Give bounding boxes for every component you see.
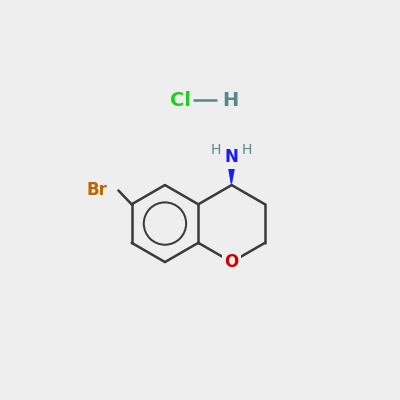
Text: O: O [224,253,239,271]
Text: H: H [222,91,238,110]
Text: Cl: Cl [170,91,191,110]
Text: H: H [211,143,222,157]
Text: H: H [242,143,252,157]
Text: Br: Br [87,182,108,200]
Text: N: N [225,148,238,166]
Polygon shape [228,161,236,184]
